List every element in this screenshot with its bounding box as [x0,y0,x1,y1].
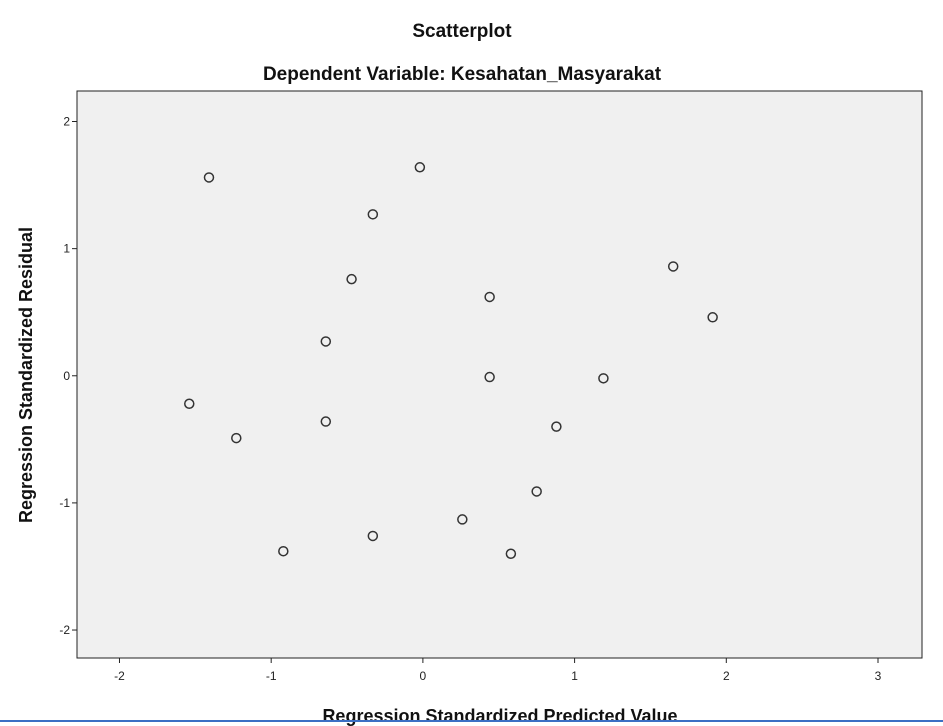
chart-title: Scatterplot [412,21,512,42]
point [231,432,242,444]
y-tick-label: 1 [63,242,70,256]
y-tick-label: -2 [59,623,70,637]
x-tick-label: 0 [420,669,427,683]
point [707,312,718,323]
point [278,545,289,557]
plot-area [76,90,923,659]
y-axis-title: Regression Standardized Residual [16,227,36,523]
point [505,548,517,560]
point [531,486,542,497]
point [598,373,609,384]
point [667,261,679,272]
x-axis-title: Regression Standardized Predicted Value [322,706,677,726]
x-tick-label: 3 [875,669,882,683]
x-tick-label: -1 [266,669,277,683]
point [414,162,426,173]
point [203,172,215,183]
point [484,371,495,383]
point [320,416,332,427]
x-tick-label: 1 [571,669,578,683]
point [367,209,379,220]
point [484,291,495,303]
chart-subtitle: Dependent Variable: Kesahatan_Masyarakat [263,64,662,85]
point [320,336,332,347]
y-tick-label: 2 [63,115,70,129]
x-tick-label: -2 [114,669,125,683]
point [367,530,379,542]
y-tick-label: -1 [59,496,70,510]
point [551,421,562,432]
x-tick-label: 2 [723,669,730,683]
point [457,514,468,525]
point [184,398,195,409]
point [346,273,357,285]
y-tick-label: 0 [63,369,70,383]
